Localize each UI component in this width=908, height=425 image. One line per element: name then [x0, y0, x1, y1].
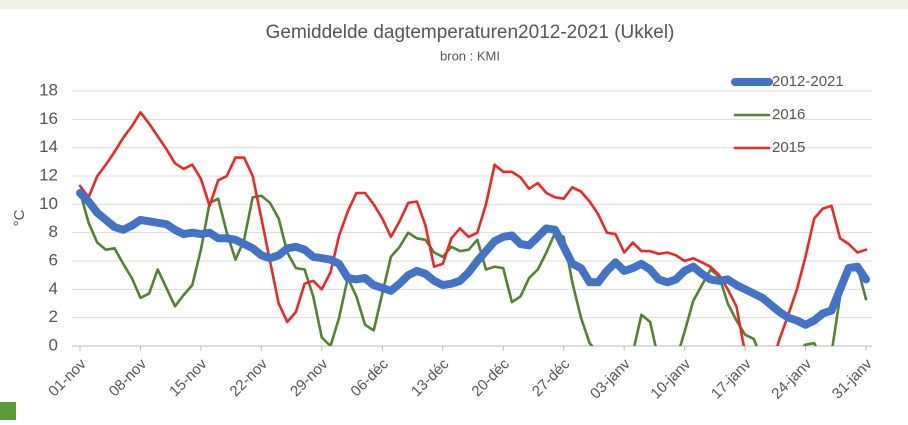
y-tick-label: 14	[39, 137, 58, 156]
y-tick-label: 2	[49, 307, 58, 326]
x-tick-label: 24-janv	[768, 355, 815, 402]
x-tick-label: 17-janv	[708, 355, 755, 402]
x-tick-label: 27-déc	[529, 355, 574, 400]
x-tick-label: 20-déc	[468, 355, 513, 400]
x-tick-label: 03-janv	[587, 355, 634, 402]
x-tick-label: 06-déc	[347, 355, 392, 400]
x-tick-label: 15-nov	[166, 355, 211, 400]
y-tick-label: 0	[49, 335, 58, 354]
y-tick-label: 4	[49, 279, 58, 298]
x-tick-label: 13-déc	[408, 355, 453, 400]
x-tick-label: 08-nov	[106, 355, 151, 400]
x-tick-label: 29-nov	[287, 355, 332, 400]
plot-area	[76, 111, 870, 346]
x-tick-label: 31-janv	[829, 355, 876, 402]
chart-title: Gemiddelde dagtemperaturen2012-2021 (Ukk…	[266, 22, 675, 43]
series-line	[78, 111, 868, 346]
y-tick-label: 12	[39, 165, 58, 184]
x-tick-label: 22-nov	[227, 355, 272, 400]
corner-square	[0, 402, 16, 420]
y-tick-label: 10	[39, 194, 58, 213]
x-tick-label: 10-janv	[647, 355, 694, 402]
y-tick-label: 8	[49, 222, 58, 241]
x-tick-label: 01-nov	[45, 355, 90, 400]
series-line	[76, 189, 870, 329]
chart-subtitle: bron : KMI	[440, 48, 500, 63]
legend-label: 2015	[772, 139, 805, 156]
legend-label: 2016	[772, 106, 805, 123]
y-tick-label: 18	[39, 80, 58, 99]
top-band	[0, 0, 908, 9]
y-tick-label: 16	[39, 109, 58, 128]
y-tick-label: 6	[49, 250, 58, 269]
y-axis-label: °C	[11, 209, 28, 226]
legend-label: 2012-2021	[772, 73, 844, 90]
